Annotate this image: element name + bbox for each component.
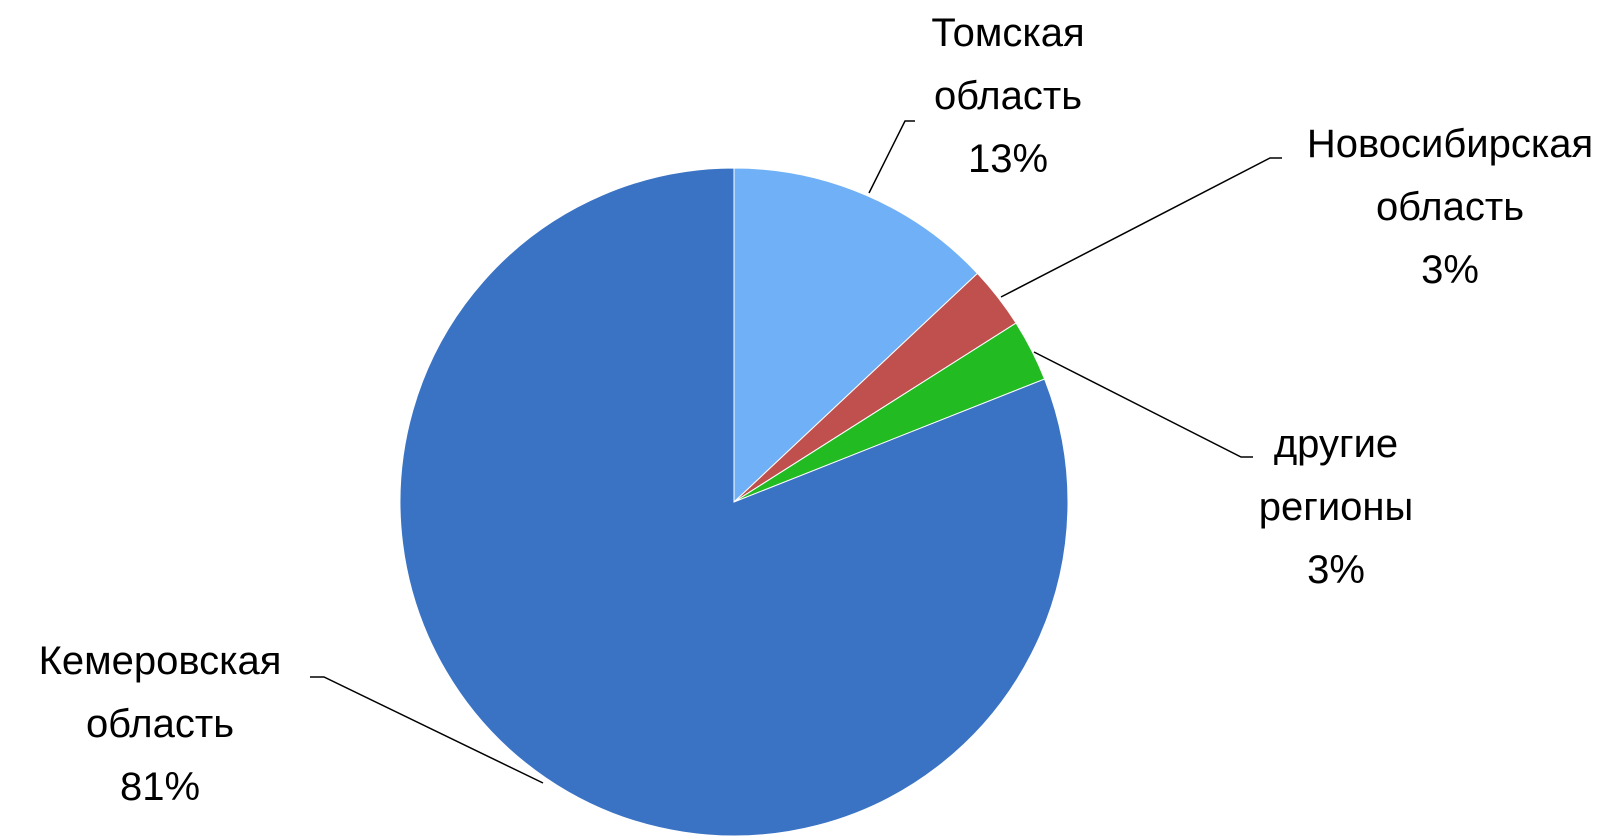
leader-line <box>1000 157 1282 298</box>
pie-slice <box>399 167 1069 837</box>
slice-label: Новосибирская область 3% <box>1307 113 1593 302</box>
category-label: другие регионы <box>1258 422 1414 529</box>
slice-label: Кемеровская область 81% <box>39 630 282 819</box>
category-label: Новосибирская область <box>1306 122 1594 229</box>
value-label: 13% <box>967 137 1049 181</box>
category-label: Томская область <box>931 11 1085 118</box>
value-label: 81% <box>119 765 201 809</box>
leader-line <box>310 676 544 784</box>
value-label: 3% <box>1421 248 1479 292</box>
value-label: 3% <box>1307 548 1365 592</box>
category-label: Кемеровская область <box>38 639 282 746</box>
leader-line <box>1033 351 1253 458</box>
slice-label: Томская область 13% <box>931 2 1084 191</box>
leader-line <box>868 120 915 194</box>
slice-label: другие регионы 3% <box>1259 413 1414 602</box>
pie-slice <box>733 167 979 504</box>
